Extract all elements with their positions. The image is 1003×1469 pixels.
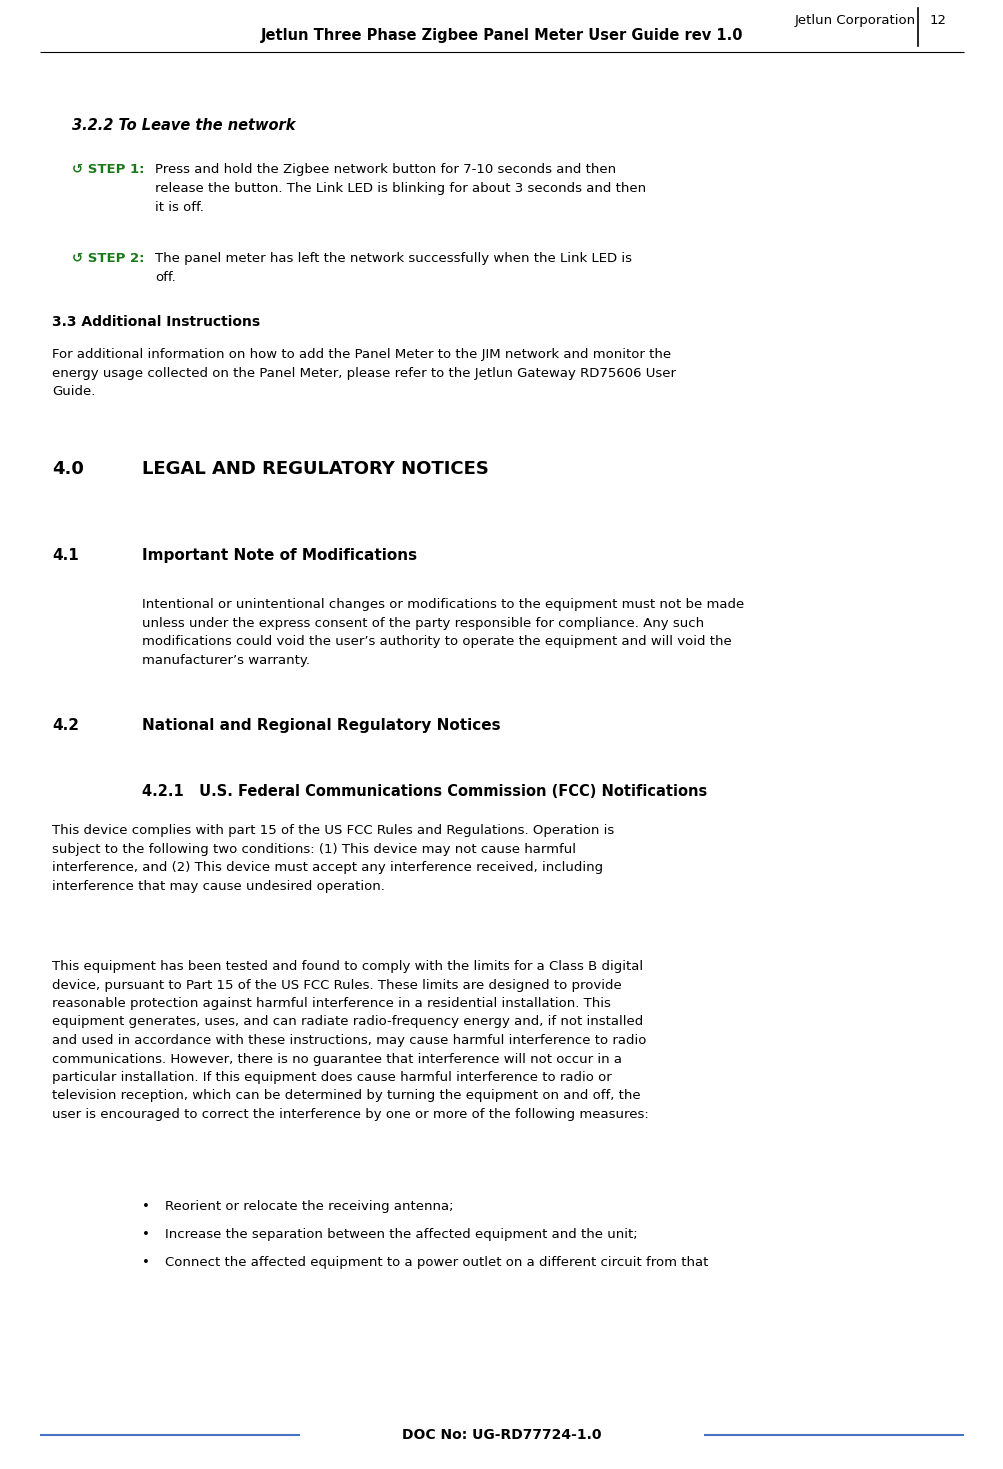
Text: 3.2.2 To Leave the network: 3.2.2 To Leave the network: [72, 118, 295, 134]
Text: Increase the separation between the affected equipment and the unit;: Increase the separation between the affe…: [164, 1228, 637, 1241]
Text: Jetlun Three Phase Zigbee Panel Meter User Guide rev 1.0: Jetlun Three Phase Zigbee Panel Meter Us…: [261, 28, 742, 43]
Text: 4.1: 4.1: [52, 548, 78, 563]
Text: •: •: [141, 1228, 149, 1241]
Text: Jetlun Corporation: Jetlun Corporation: [794, 15, 915, 26]
Text: Important Note of Modifications: Important Note of Modifications: [141, 548, 416, 563]
Text: ↺ STEP 1:: ↺ STEP 1:: [72, 163, 144, 176]
Text: DOC No: UG-RD77724-1.0: DOC No: UG-RD77724-1.0: [402, 1428, 601, 1443]
Text: National and Regional Regulatory Notices: National and Regional Regulatory Notices: [141, 718, 500, 733]
Text: 4.2.1   U.S. Federal Communications Commission (FCC) Notifications: 4.2.1 U.S. Federal Communications Commis…: [141, 784, 706, 799]
Text: This device complies with part 15 of the US FCC Rules and Regulations. Operation: This device complies with part 15 of the…: [52, 824, 614, 893]
Text: Reorient or relocate the receiving antenna;: Reorient or relocate the receiving anten…: [164, 1200, 453, 1213]
Text: Intentional or unintentional changes or modifications to the equipment must not : Intentional or unintentional changes or …: [141, 598, 743, 667]
Text: 3.3 Additional Instructions: 3.3 Additional Instructions: [52, 314, 260, 329]
Text: For additional information on how to add the Panel Meter to the JIM network and : For additional information on how to add…: [52, 348, 675, 398]
Text: •: •: [141, 1200, 149, 1213]
Text: 12: 12: [929, 15, 946, 26]
Text: 4.2: 4.2: [52, 718, 79, 733]
Text: Press and hold the Zigbee network button for 7-10 seconds and then
release the b: Press and hold the Zigbee network button…: [154, 163, 646, 214]
Text: 4.0: 4.0: [52, 460, 84, 477]
Text: The panel meter has left the network successfully when the Link LED is
off.: The panel meter has left the network suc…: [154, 253, 631, 284]
Text: This equipment has been tested and found to comply with the limits for a Class B: This equipment has been tested and found…: [52, 961, 648, 1121]
Text: Connect the affected equipment to a power outlet on a different circuit from tha: Connect the affected equipment to a powe…: [164, 1256, 708, 1269]
Text: •: •: [141, 1256, 149, 1269]
Text: LEGAL AND REGULATORY NOTICES: LEGAL AND REGULATORY NOTICES: [141, 460, 488, 477]
Text: ↺ STEP 2:: ↺ STEP 2:: [72, 253, 144, 264]
